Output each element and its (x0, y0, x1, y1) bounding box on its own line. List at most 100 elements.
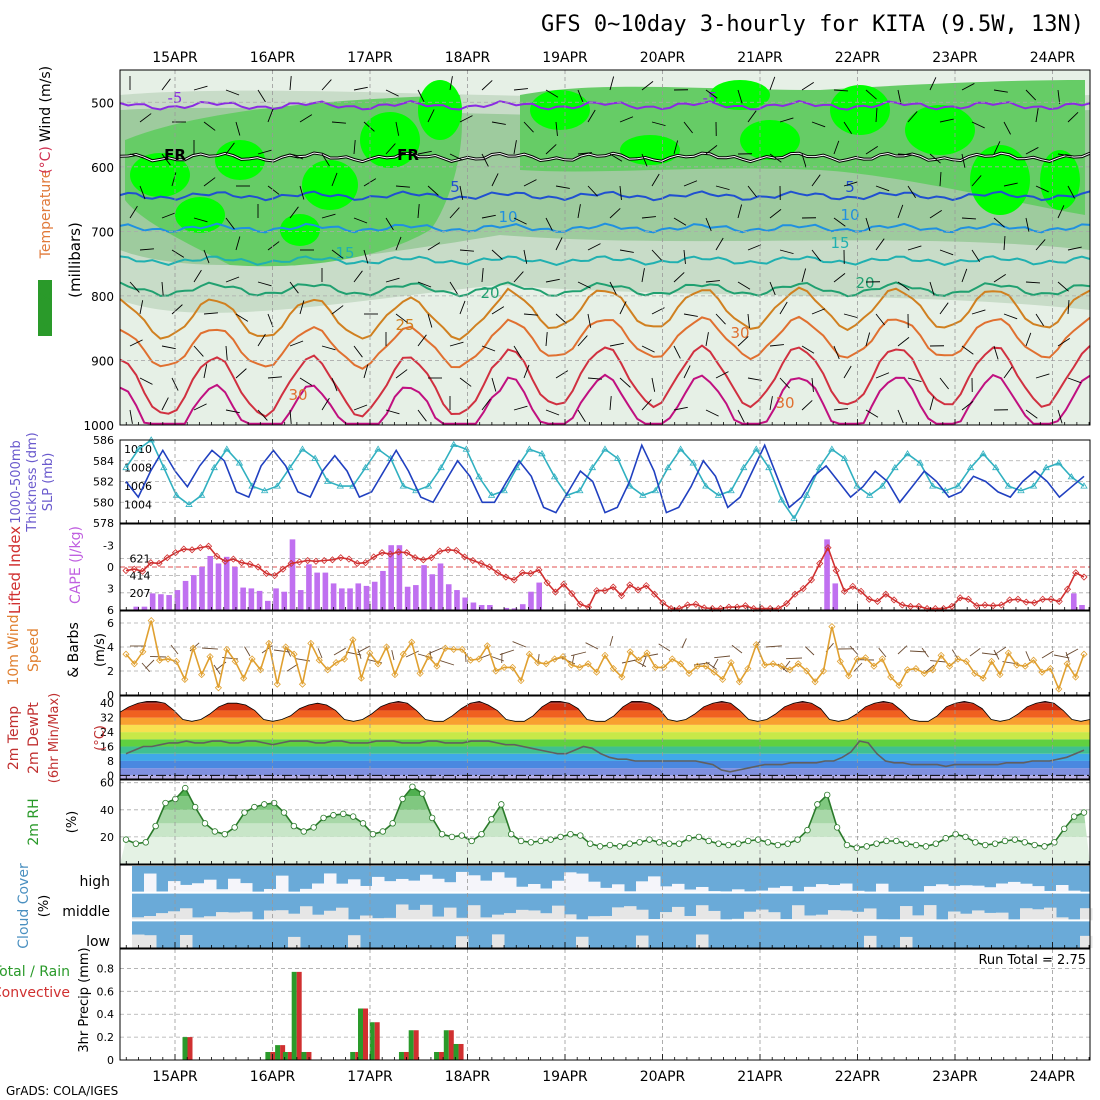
data-point (433, 662, 441, 670)
data-point (273, 482, 281, 489)
wind-barb (609, 636, 614, 647)
wind-barb (1035, 373, 1050, 379)
date-label-top: 24APR (1030, 50, 1076, 66)
wind-barb (961, 217, 976, 220)
wind-barb (289, 206, 299, 219)
wind-barb (385, 89, 399, 97)
data-point (1080, 573, 1088, 581)
cloud-clear-cell (180, 934, 193, 948)
data-point (636, 839, 643, 846)
wind-barb (731, 644, 743, 654)
temp-contour-20 (119, 281, 1091, 298)
data-point (1038, 668, 1046, 676)
data-point (527, 839, 535, 846)
wind-barb (1057, 153, 1072, 157)
cloud-clear-cell (660, 886, 673, 893)
cloud-clear-cell (312, 883, 325, 893)
data-point (931, 605, 939, 613)
data-point (1070, 813, 1078, 820)
data-point (656, 839, 663, 846)
temp-contour-15 (119, 255, 1091, 266)
data-point (665, 840, 673, 847)
wind-barb (843, 365, 852, 379)
thickness-line (125, 443, 1085, 514)
wind-barb (321, 153, 330, 167)
data-point (814, 801, 821, 808)
wind-barb (865, 89, 877, 100)
data-point (710, 668, 718, 676)
data-point (1001, 837, 1009, 845)
cloud-clear-cell (1056, 885, 1069, 893)
data-point (786, 666, 794, 674)
wind-barb (391, 649, 395, 661)
wind-barb (171, 377, 179, 391)
cloud-clear-cell (312, 914, 325, 921)
temp-band (120, 775, 1090, 779)
temp-contour-10 (119, 222, 1091, 234)
cloud-clear-cell (1068, 890, 1081, 893)
data-point (693, 662, 702, 670)
y-tick-label: 3 (107, 583, 114, 596)
cloud-clear-cell (624, 906, 637, 921)
wind-barb (203, 364, 208, 379)
cloud-clear-cell (732, 889, 745, 893)
wind-barb (1003, 121, 1011, 135)
rh-fill-region (830, 85, 890, 135)
data-point (298, 680, 307, 688)
data-point (824, 544, 832, 552)
data-point (618, 673, 626, 681)
data-point (981, 601, 989, 609)
cloud-clear-cell (420, 874, 433, 893)
date-label-top: 16APR (250, 50, 296, 66)
data-point (399, 482, 408, 489)
data-point (660, 663, 668, 671)
data-point (290, 650, 298, 658)
cloud-clear-cell (828, 885, 841, 893)
wind-barb (171, 249, 185, 258)
data-point (588, 463, 597, 471)
wind-barb (715, 371, 729, 379)
data-point (923, 605, 931, 613)
data-point (828, 445, 836, 452)
wind-barb (1057, 281, 1069, 292)
cloud-clear-cell (972, 885, 985, 893)
data-point (1021, 662, 1029, 670)
wind-barb (843, 181, 858, 187)
wind-barb (417, 150, 432, 155)
wind-barb (705, 661, 717, 670)
cloud-clear-cell (1080, 908, 1093, 921)
data-point (744, 665, 752, 673)
wind-barb (481, 214, 496, 219)
cloud-row-label: high (79, 874, 110, 890)
cape-bar (314, 572, 320, 610)
wind-barb (417, 334, 427, 347)
y-tick-label: 600 (91, 161, 114, 175)
dewpoint-line (125, 740, 1085, 773)
wind-barb (673, 345, 681, 359)
wind-barb (929, 77, 937, 91)
cape-bar (256, 590, 263, 610)
wind-barb (161, 281, 164, 296)
wind-barb (353, 140, 356, 155)
date-label-bottom: 17APR (347, 1069, 393, 1085)
data-point (626, 648, 634, 656)
cloud-clear-cell (504, 877, 517, 893)
wind-barb (333, 647, 346, 656)
wind-barb (929, 209, 942, 219)
data-point (543, 579, 551, 587)
wind-barb (139, 185, 146, 200)
data-point (576, 600, 584, 608)
cloud-clear-cell (528, 910, 541, 921)
temp-band (120, 753, 1090, 761)
y-tick-label-right: 207 (130, 587, 151, 600)
wind-barb (939, 377, 949, 390)
cloud-clear-cell (144, 935, 157, 948)
data-point (122, 836, 130, 843)
data-point (1021, 839, 1028, 846)
data-point (483, 642, 491, 650)
wind-barb (145, 659, 155, 669)
data-point (964, 595, 972, 603)
y-tick-label: 0 (107, 689, 114, 702)
cloud-clear-cell (372, 918, 385, 921)
date-label-bottom: 21APR (737, 1069, 783, 1085)
